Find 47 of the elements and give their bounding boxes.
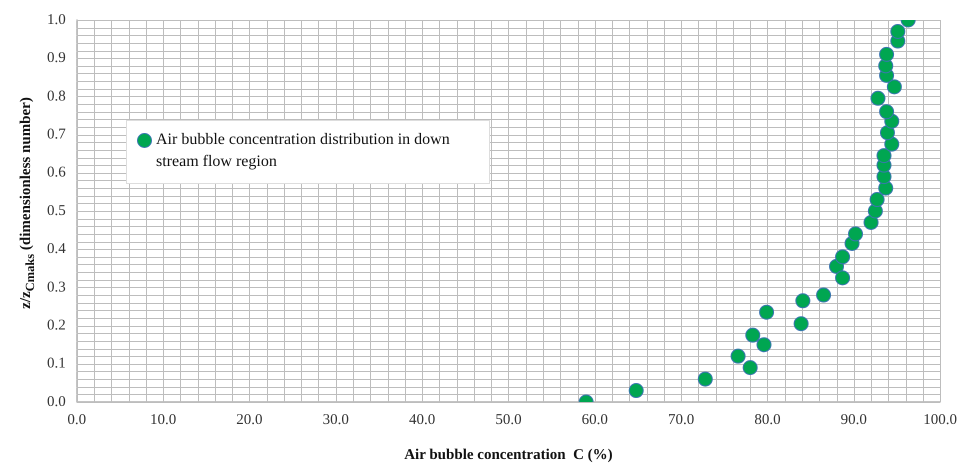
- point: [876, 148, 892, 164]
- y-tick-label: 0.1: [47, 356, 66, 372]
- y-tick-label: 1.0: [47, 12, 66, 28]
- point: [794, 316, 809, 332]
- point: [886, 79, 902, 94]
- point: [759, 304, 774, 320]
- point: [870, 192, 885, 208]
- x-tick-label: 30.0: [322, 412, 349, 428]
- x-tick-label: 10.0: [150, 412, 176, 428]
- y-tick-label: 0.8: [47, 88, 66, 104]
- point: [890, 24, 906, 39]
- point: [884, 136, 900, 152]
- y-tick-label: 0.3: [47, 279, 66, 296]
- point: [880, 125, 895, 140]
- point: [742, 360, 758, 376]
- point: [879, 104, 894, 120]
- y-tick-label: 0.9: [47, 50, 66, 66]
- point: [730, 348, 746, 364]
- point: [835, 249, 850, 264]
- point: [795, 293, 810, 308]
- point: [698, 372, 713, 387]
- y-tick-label: 0.6: [47, 164, 66, 181]
- y-tick-label: 0.7: [47, 126, 66, 143]
- x-tick-label: 20.0: [236, 412, 263, 428]
- x-tick-label: 70.0: [668, 412, 694, 428]
- point: [756, 337, 772, 352]
- point: [864, 214, 879, 230]
- x-tick-label: 0.0: [67, 412, 86, 428]
- x-tick-label: 100.0: [923, 412, 957, 428]
- x-tick-label: 60.0: [582, 412, 608, 428]
- point: [870, 90, 886, 106]
- point: [745, 328, 760, 343]
- point: [816, 288, 832, 303]
- y-tick-label: 0.5: [47, 202, 66, 219]
- point: [879, 46, 894, 62]
- point: [835, 270, 850, 286]
- x-tick-label: 90.0: [840, 412, 867, 428]
- legend-label: Air bubble concentration distribution in down stream flow region: [156, 130, 451, 172]
- y-tick-label: 0.4: [47, 241, 66, 258]
- point: [628, 383, 644, 398]
- x-tick-label: 50.0: [495, 412, 522, 428]
- y-tick-label: 0.0: [47, 394, 66, 410]
- x-axis-title: Air bubble concentration C (%): [404, 446, 613, 463]
- point: [848, 226, 864, 242]
- x-tick-label: 80.0: [754, 412, 781, 428]
- y-tick-label: 0.2: [47, 318, 66, 334]
- x-tick-label: 40.0: [408, 412, 436, 428]
